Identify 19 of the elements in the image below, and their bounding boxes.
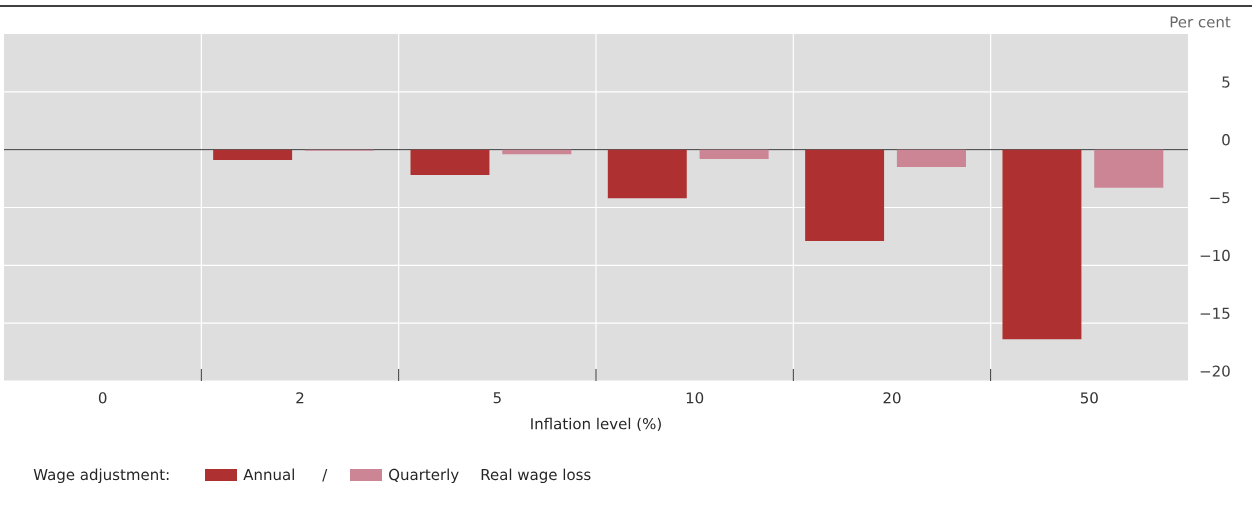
x-tick-label: 10 — [686, 392, 704, 404]
x-tick-label: 2 — [296, 392, 304, 404]
text: / — [322, 469, 328, 482]
legend-label: Quarterly — [389, 468, 459, 484]
legend-label: Annual — [243, 468, 294, 481]
x-axis-title: Inflation level (%) — [531, 417, 661, 432]
y-axis-title: Per cent — [1170, 16, 1231, 28]
x-tick-label: 50 — [1080, 392, 1098, 404]
x-tick-label: 5 — [493, 392, 501, 404]
y-tick-label: 5 — [1222, 76, 1230, 88]
legend-title: Wage adjustment: — [33, 468, 169, 484]
y-tick-label: −15 — [1200, 307, 1230, 319]
y-tick-label: −10 — [1200, 249, 1230, 262]
x-tick-label: 0 — [98, 392, 107, 404]
text: Real wage loss — [481, 468, 591, 484]
y-tick-label: 0 — [1222, 134, 1230, 146]
y-tick-label: −20 — [1200, 365, 1230, 377]
y-tick-label: −5 — [1210, 192, 1230, 204]
x-tick-label: 20 — [883, 392, 901, 404]
